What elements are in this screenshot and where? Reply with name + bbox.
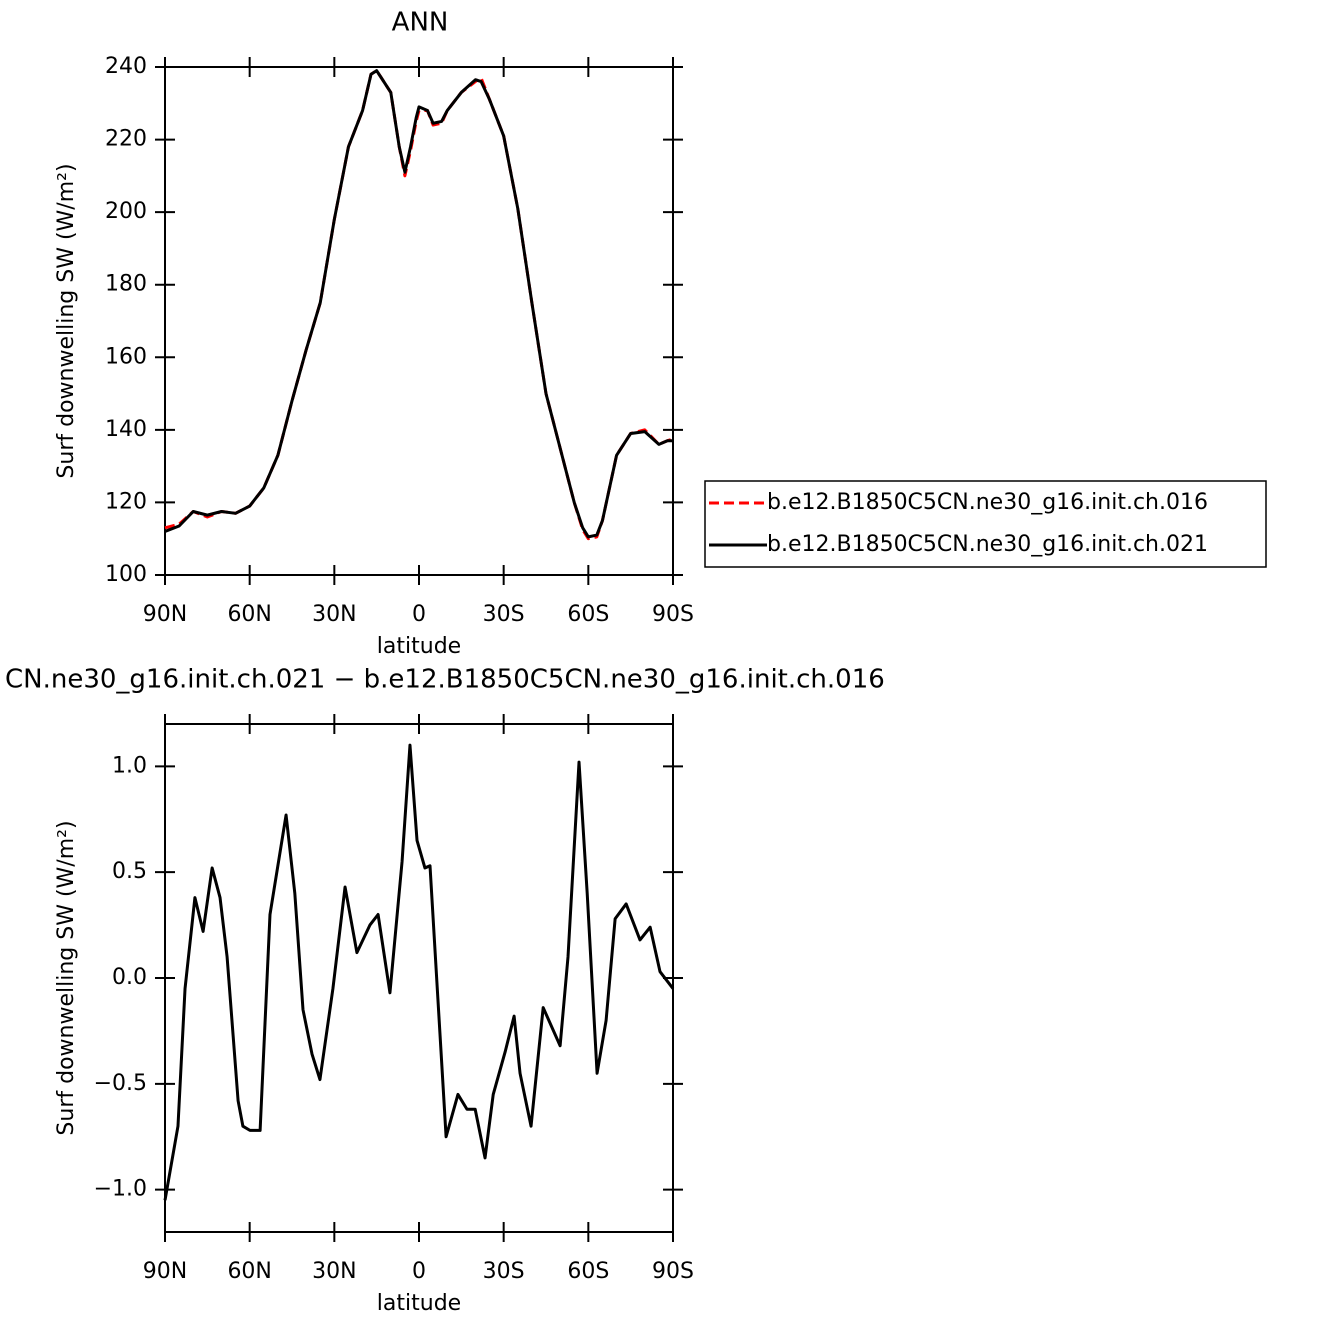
y-tick-label: −1.0 [94,1177,147,1202]
legend-label: b.e12.B1850C5CN.ne30_g16.init.ch.016 [767,490,1208,515]
x-tick-label: 0 [412,1259,426,1284]
y-axis-label: Surf downwelling SW (W/m²) [54,163,79,478]
x-tick-label: 30N [312,602,356,627]
x-tick-label: 60N [227,1259,271,1284]
legend-box [704,480,1267,568]
data-line [164,69,674,541]
y-axis-label: Surf downwelling SW (W/m²) [54,820,79,1135]
y-tick-label: 220 [105,127,147,152]
x-tick-label: 60S [567,1259,609,1284]
y-tick-label: 200 [105,199,147,224]
y-tick-label: 120 [105,489,147,514]
x-tick-label: 60N [227,602,271,627]
y-tick-label: 1.0 [112,753,147,778]
chart-title: CN.ne30_g16.init.ch.021 − b.e12.B1850C5C… [5,665,885,695]
x-tick-label: 30N [312,1259,356,1284]
y-tick-label: 140 [105,417,147,442]
x-tick-label: 90S [652,1259,694,1284]
x-tick-label: 0 [412,602,426,627]
x-tick-label: 90N [143,602,187,627]
x-axis-label: latitude [377,634,461,659]
plot-frame [164,66,674,576]
y-tick-label: 0.0 [112,965,147,990]
y-tick-label: −0.5 [94,1071,147,1096]
y-tick-label: 180 [105,272,147,297]
x-tick-label: 60S [567,602,609,627]
x-tick-label: 90N [143,1259,187,1284]
plot-frame [164,723,674,1233]
y-tick-label: 160 [105,344,147,369]
data-line [163,743,675,1201]
data-line [164,69,673,539]
chart-title: ANN [392,8,449,38]
legend-label: b.e12.B1850C5CN.ne30_g16.init.ch.021 [767,532,1208,557]
x-axis-label: latitude [377,1291,461,1316]
y-tick-label: 240 [105,54,147,79]
x-tick-label: 90S [652,602,694,627]
x-tick-label: 30S [483,602,525,627]
y-tick-label: 0.5 [112,859,147,884]
y-tick-label: 100 [105,562,147,587]
x-tick-label: 30S [483,1259,525,1284]
